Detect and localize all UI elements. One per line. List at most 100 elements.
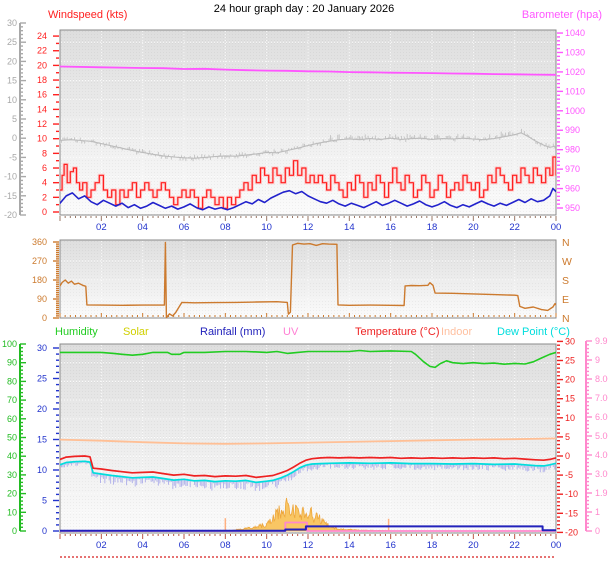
svg-text:9.999999999999996: 9.999999999999996 <box>595 336 608 346</box>
hour-label: 04 <box>137 540 148 551</box>
svg-text:1020: 1020 <box>565 67 585 77</box>
compass-label-N-0: N <box>562 237 570 249</box>
svg-text:1: 1 <box>595 507 600 517</box>
svg-text:20: 20 <box>37 60 47 70</box>
svg-text:20: 20 <box>565 375 575 385</box>
svg-text:20: 20 <box>7 489 17 499</box>
top-panel: -20-15-10-505101520253002468101214161820… <box>4 18 585 233</box>
deg-axis: 0 90 180 270 360 <box>32 237 59 323</box>
svg-text:6.000000000000003: 6.000000000000003 <box>595 412 608 422</box>
legend-item-temperature-c: Temperature (°C) <box>355 326 440 338</box>
svg-text:50: 50 <box>7 433 17 443</box>
svg-text:8: 8 <box>42 148 47 158</box>
gray-axis: -20 -15 -10 -5 0 5 10 15 20 25 30 <box>4 18 26 220</box>
compass-label-S-2: S <box>562 275 569 287</box>
svg-text:0: 0 <box>42 207 47 217</box>
svg-text:15: 15 <box>7 76 17 86</box>
legend-item-humidity: Humidity <box>55 326 98 338</box>
svg-text:0: 0 <box>42 313 47 323</box>
hour-label: 18 <box>427 222 438 233</box>
series-humidity <box>60 349 556 369</box>
svg-text:180: 180 <box>32 275 47 285</box>
svg-text:270: 270 <box>32 256 47 266</box>
svg-text:22: 22 <box>37 46 47 56</box>
svg-text:30: 30 <box>7 18 17 28</box>
svg-text:1030: 1030 <box>565 47 585 57</box>
svg-text:25: 25 <box>37 374 47 384</box>
svg-text:6: 6 <box>42 163 47 173</box>
svg-text:990: 990 <box>565 125 580 135</box>
hour-label: 10 <box>261 540 272 551</box>
bottom-chart-legend: Humidity Solar Rainfall (mm) UV Temperature … <box>0 326 608 340</box>
hour-label: 00 <box>551 222 562 233</box>
svg-text:90: 90 <box>7 358 17 368</box>
series-indoor-temperature <box>60 437 556 445</box>
svg-text:30: 30 <box>7 470 17 480</box>
mm-axis: 0 5 10 15 20 25 30 <box>37 343 59 536</box>
legend-item-indoor: Indoor <box>441 326 473 338</box>
svg-text:5.000000000000002: 5.000000000000002 <box>595 431 608 441</box>
svg-text:30: 30 <box>37 343 47 353</box>
svg-text:0: 0 <box>12 526 17 536</box>
svg-text:100: 100 <box>2 339 17 349</box>
hour-label: 08 <box>220 540 231 551</box>
compass-label-E-3: E <box>562 294 569 306</box>
series-temperature-trend <box>60 128 556 162</box>
hour-label: 22 <box>509 222 520 233</box>
svg-text:1.9999999999999998: 1.9999999999999998 <box>595 488 608 498</box>
svg-text:25: 25 <box>7 37 17 47</box>
svg-text:0: 0 <box>12 133 17 143</box>
svg-text:7.0000000000000036: 7.0000000000000036 <box>595 393 608 403</box>
hum-axis: 0 10 20 30 40 50 60 70 80 90 100 <box>2 339 26 536</box>
hpa-axis: 950 960 970 980 990 1000 1010 1020 1030 1040 <box>557 28 585 213</box>
compass-label-N-4: N <box>562 313 570 325</box>
svg-text:60: 60 <box>7 414 17 424</box>
svg-text:15: 15 <box>565 394 575 404</box>
legend-item-solar: Solar <box>123 326 149 338</box>
hour-label: 16 <box>385 540 396 551</box>
svg-text:950: 950 <box>565 203 580 213</box>
hour-label: 20 <box>468 222 479 233</box>
svg-text:18: 18 <box>37 75 47 85</box>
svg-text:-5: -5 <box>565 470 573 480</box>
hour-label: 10 <box>261 222 272 233</box>
svg-text:-20: -20 <box>565 527 578 537</box>
svg-text:-10: -10 <box>4 172 17 182</box>
legend-item-uv: UV <box>283 326 299 338</box>
svg-text:5: 5 <box>565 432 570 442</box>
svg-text:-20: -20 <box>4 210 17 220</box>
hour-label: 16 <box>385 222 396 233</box>
svg-text:1000: 1000 <box>565 106 585 116</box>
svg-text:10: 10 <box>7 507 17 517</box>
legend-item-dew-point-c: Dew Point (°C) <box>497 326 570 338</box>
temp-axis: -20 -15 -10 -5 0 5 10 15 20 25 30 <box>557 336 578 537</box>
svg-text:25: 25 <box>565 356 575 366</box>
svg-text:4.000000000000001: 4.000000000000001 <box>595 450 608 460</box>
svg-text:5: 5 <box>42 496 47 506</box>
hour-label: 02 <box>96 540 107 551</box>
svg-text:20: 20 <box>7 56 17 66</box>
hour-label: 14 <box>344 222 355 233</box>
hour-label: 14 <box>344 540 355 551</box>
svg-text:4: 4 <box>42 178 47 188</box>
svg-text:14: 14 <box>37 104 47 114</box>
svg-text:30: 30 <box>565 336 575 346</box>
svg-text:16: 16 <box>37 90 47 100</box>
windspeed-axis-label: Windspeed (kts) <box>48 9 128 21</box>
svg-text:-10: -10 <box>565 489 578 499</box>
svg-text:10: 10 <box>37 134 47 144</box>
series-rainfall <box>60 525 556 532</box>
series-wind-direction <box>60 241 556 319</box>
svg-text:2: 2 <box>42 192 47 202</box>
svg-text:-15: -15 <box>4 191 17 201</box>
hour-label: 22 <box>509 540 520 551</box>
svg-text:1010: 1010 <box>565 86 585 96</box>
barometer-axis-label: Barometer (hpa) <box>521 9 602 21</box>
compass-label-W-1: W <box>562 256 572 268</box>
hour-label: 18 <box>427 540 438 551</box>
graph-title: 24 hour graph day : 20 January 2026 <box>213 3 395 15</box>
uv-axis: 0 1 1.9999999999999998 3.0000000000000004 4.… <box>585 336 608 536</box>
series-solar-spikes <box>224 518 390 531</box>
